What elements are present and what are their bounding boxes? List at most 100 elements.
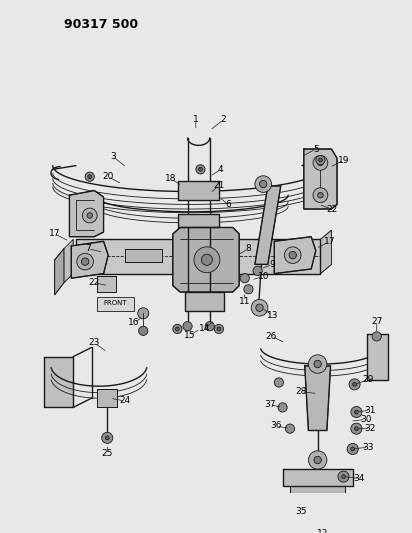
Polygon shape xyxy=(367,334,388,379)
Circle shape xyxy=(355,410,358,414)
Circle shape xyxy=(82,208,97,223)
Circle shape xyxy=(240,273,249,283)
Text: 14: 14 xyxy=(199,325,211,334)
Text: 28: 28 xyxy=(295,387,307,396)
Circle shape xyxy=(217,327,221,331)
Text: 12: 12 xyxy=(316,529,328,533)
Circle shape xyxy=(105,436,109,440)
Circle shape xyxy=(183,321,192,331)
Circle shape xyxy=(138,326,148,335)
Circle shape xyxy=(244,285,253,294)
Circle shape xyxy=(349,379,360,390)
Text: 5: 5 xyxy=(313,144,319,154)
Circle shape xyxy=(286,424,295,433)
Polygon shape xyxy=(125,249,162,262)
Text: 23: 23 xyxy=(89,338,100,348)
Circle shape xyxy=(318,160,323,166)
Circle shape xyxy=(347,443,358,455)
Text: 22: 22 xyxy=(326,205,337,214)
Polygon shape xyxy=(76,239,321,273)
Polygon shape xyxy=(64,239,73,283)
Circle shape xyxy=(355,427,358,431)
Text: 8: 8 xyxy=(246,244,251,253)
Circle shape xyxy=(313,156,328,170)
Circle shape xyxy=(313,188,328,203)
Polygon shape xyxy=(173,228,239,292)
Polygon shape xyxy=(255,186,281,264)
Text: 27: 27 xyxy=(371,317,382,326)
Polygon shape xyxy=(97,389,117,407)
Text: 19: 19 xyxy=(338,156,349,165)
Text: 29: 29 xyxy=(363,375,374,384)
Polygon shape xyxy=(55,249,64,295)
Text: 13: 13 xyxy=(267,311,278,320)
Text: 9: 9 xyxy=(269,260,275,269)
Circle shape xyxy=(274,378,283,387)
Text: 26: 26 xyxy=(266,332,277,341)
Circle shape xyxy=(85,172,94,181)
Text: 36: 36 xyxy=(270,422,282,430)
Text: 30: 30 xyxy=(360,415,371,424)
Polygon shape xyxy=(97,277,116,292)
Polygon shape xyxy=(283,469,353,486)
Circle shape xyxy=(351,447,355,451)
Text: 7: 7 xyxy=(85,244,91,253)
Circle shape xyxy=(311,514,324,527)
Circle shape xyxy=(316,156,325,165)
Text: 6: 6 xyxy=(225,200,231,209)
Polygon shape xyxy=(178,181,219,200)
Circle shape xyxy=(194,247,220,273)
Circle shape xyxy=(278,403,287,412)
Text: 18: 18 xyxy=(165,174,177,183)
Circle shape xyxy=(314,456,321,464)
Text: 17: 17 xyxy=(324,237,335,246)
Polygon shape xyxy=(70,191,103,237)
Text: 20: 20 xyxy=(103,172,114,181)
Polygon shape xyxy=(305,366,330,431)
Circle shape xyxy=(82,258,89,265)
Circle shape xyxy=(214,325,224,334)
Text: 4: 4 xyxy=(218,165,224,174)
Circle shape xyxy=(138,308,149,319)
Text: 15: 15 xyxy=(184,331,195,340)
Text: 16: 16 xyxy=(128,318,140,327)
Circle shape xyxy=(77,253,94,270)
Circle shape xyxy=(284,247,301,263)
Text: 90317 500: 90317 500 xyxy=(64,18,138,31)
Polygon shape xyxy=(71,241,108,278)
Circle shape xyxy=(87,213,93,218)
Circle shape xyxy=(173,325,182,334)
Text: 2: 2 xyxy=(221,115,226,124)
Text: 35: 35 xyxy=(295,507,307,516)
Text: 33: 33 xyxy=(363,442,374,451)
Circle shape xyxy=(351,407,362,417)
Text: 21: 21 xyxy=(213,181,225,190)
Text: 3: 3 xyxy=(110,152,116,161)
Text: 34: 34 xyxy=(353,474,365,483)
Circle shape xyxy=(88,175,91,179)
Polygon shape xyxy=(178,214,219,228)
Polygon shape xyxy=(97,297,134,311)
Polygon shape xyxy=(290,486,345,503)
Polygon shape xyxy=(321,230,332,273)
Circle shape xyxy=(318,192,323,198)
Text: 25: 25 xyxy=(102,449,113,458)
Circle shape xyxy=(205,321,214,331)
Circle shape xyxy=(372,332,382,341)
Circle shape xyxy=(314,360,321,368)
Circle shape xyxy=(196,165,205,174)
Text: 10: 10 xyxy=(258,272,269,281)
Text: 32: 32 xyxy=(365,424,376,433)
Polygon shape xyxy=(185,292,224,311)
Circle shape xyxy=(199,167,202,171)
Text: 1: 1 xyxy=(193,115,199,124)
Circle shape xyxy=(309,355,327,373)
Text: 31: 31 xyxy=(365,406,376,415)
Text: 22: 22 xyxy=(89,278,100,287)
Circle shape xyxy=(342,475,345,479)
Circle shape xyxy=(318,158,322,162)
Polygon shape xyxy=(274,237,316,273)
Circle shape xyxy=(309,451,327,469)
Circle shape xyxy=(251,300,268,316)
Circle shape xyxy=(102,432,113,443)
